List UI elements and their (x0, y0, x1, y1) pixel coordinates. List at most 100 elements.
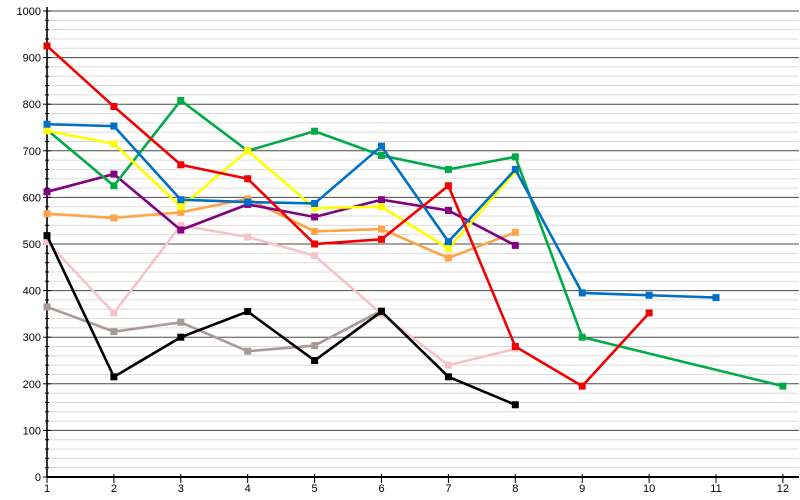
data-point-pink-x7 (444, 361, 452, 369)
series-line-orange (46, 197, 516, 260)
y-axis-label: 300 (23, 332, 41, 344)
data-point-blue-x4 (244, 198, 252, 206)
data-point-yellow-x6 (378, 203, 385, 211)
x-axis-label: 7 (445, 483, 451, 495)
series-line-yellow (46, 129, 517, 251)
data-point-green-x5 (311, 127, 319, 135)
data-point-purple-x7 (444, 206, 452, 214)
data-point-gray-x2 (110, 328, 118, 336)
x-axis-label: 8 (512, 483, 518, 495)
y-axis-label: 700 (23, 146, 41, 158)
x-axis-label: 1 (44, 483, 50, 495)
data-point-orange-x6 (378, 225, 385, 233)
data-point-purple-x6 (378, 196, 385, 204)
data-point-black-x8 (511, 401, 519, 409)
data-point-black-x1 (43, 232, 51, 240)
x-axis-label: 4 (245, 483, 251, 495)
data-point-blue-x9 (578, 289, 586, 297)
data-point-pink-x3 (177, 221, 185, 229)
data-point-yellow-x4 (244, 147, 252, 155)
data-point-green-x2 (110, 182, 118, 190)
data-point-pink-x4 (244, 233, 252, 241)
data-point-yellow-x1 (43, 127, 51, 135)
data-point-purple-x5 (311, 213, 319, 221)
data-point-pink-x2 (110, 309, 118, 317)
data-point-red-x2 (110, 103, 118, 111)
y-axis-label: 200 (23, 379, 41, 391)
data-point-black-x2 (110, 373, 118, 381)
y-axis-label: 500 (23, 239, 41, 251)
data-point-blue-x11 (712, 294, 720, 302)
data-point-red-x7 (444, 182, 452, 190)
data-point-gray-x3 (177, 318, 185, 326)
data-point-orange-x1 (43, 210, 51, 218)
data-point-red-x8 (511, 343, 519, 351)
data-point-pink-x1 (43, 238, 51, 246)
data-point-pink-x5 (311, 252, 319, 260)
data-point-green-x6 (378, 151, 385, 159)
series-line-black (45, 235, 516, 406)
series-blue (43, 120, 720, 302)
x-axis-label: 10 (643, 483, 655, 495)
data-point-red-x9 (578, 382, 586, 390)
data-point-black-x6 (378, 308, 385, 316)
data-point-purple-x2 (110, 170, 118, 178)
y-axis-label: 0 (35, 472, 41, 484)
series-line-green (46, 98, 784, 388)
series-line-gray (46, 305, 383, 353)
x-axis-label: 5 (312, 483, 318, 495)
data-point-blue-x3 (177, 196, 185, 204)
x-axis-label: 9 (579, 483, 585, 495)
data-point-gray-x4 (244, 347, 252, 355)
y-axis-label: 400 (23, 286, 41, 298)
data-point-blue-x8 (511, 165, 519, 173)
data-point-orange-x7 (444, 254, 452, 262)
data-point-orange-x8 (511, 228, 519, 236)
data-point-green-x8 (511, 153, 519, 161)
data-point-yellow-x5 (311, 204, 319, 212)
data-point-black-x5 (311, 357, 319, 364)
y-axis-label: 800 (23, 99, 41, 111)
y-axis-labels: 0 100 200 300 400 500 600 700 800 900 1000 (17, 6, 41, 484)
data-point-purple-x3 (177, 226, 185, 234)
data-point-purple-x8 (511, 241, 519, 249)
y-axis-label: 1000 (17, 6, 41, 18)
data-point-orange-x2 (110, 214, 118, 222)
data-point-yellow-x3 (177, 203, 185, 211)
data-point-blue-x5 (311, 199, 319, 207)
data-point-yellow-x2 (110, 140, 118, 148)
x-axis-labels: 1 2 3 4 5 6 7 8 9 10 11 12 (44, 483, 789, 495)
data-point-black-x7 (444, 373, 452, 381)
x-axis-label: 11 (710, 483, 721, 495)
data-point-green-x3 (177, 96, 185, 104)
data-point-blue-x10 (645, 291, 653, 299)
data-point-black-x4 (244, 308, 252, 316)
series-line-pink (46, 223, 516, 367)
data-point-red-x3 (177, 161, 185, 169)
data-point-purple-x1 (43, 188, 51, 196)
data-point-orange-x5 (311, 227, 319, 235)
data-point-red-x6 (378, 235, 385, 243)
series-line-red (46, 44, 651, 388)
data-point-yellow-x7 (444, 245, 452, 253)
data-point-blue-x2 (110, 122, 118, 130)
data-point-gray-x5 (311, 342, 319, 350)
minor-gridlines (47, 19, 799, 469)
data-point-blue-x1 (43, 120, 51, 128)
x-axis-label: 6 (378, 483, 384, 495)
series-red (43, 42, 653, 390)
y-axis-label: 900 (23, 53, 41, 65)
series-black (43, 232, 519, 409)
data-point-green-x9 (578, 333, 586, 341)
data-point-green-x12 (779, 382, 787, 390)
data-point-green-x7 (444, 165, 452, 173)
data-point-red-x4 (244, 175, 252, 183)
data-point-orange-x3 (177, 208, 185, 216)
data-point-blue-x7 (444, 238, 452, 246)
data-point-black-x3 (177, 333, 185, 341)
data-point-red-x1 (43, 42, 51, 50)
data-point-red-x10 (645, 309, 653, 317)
